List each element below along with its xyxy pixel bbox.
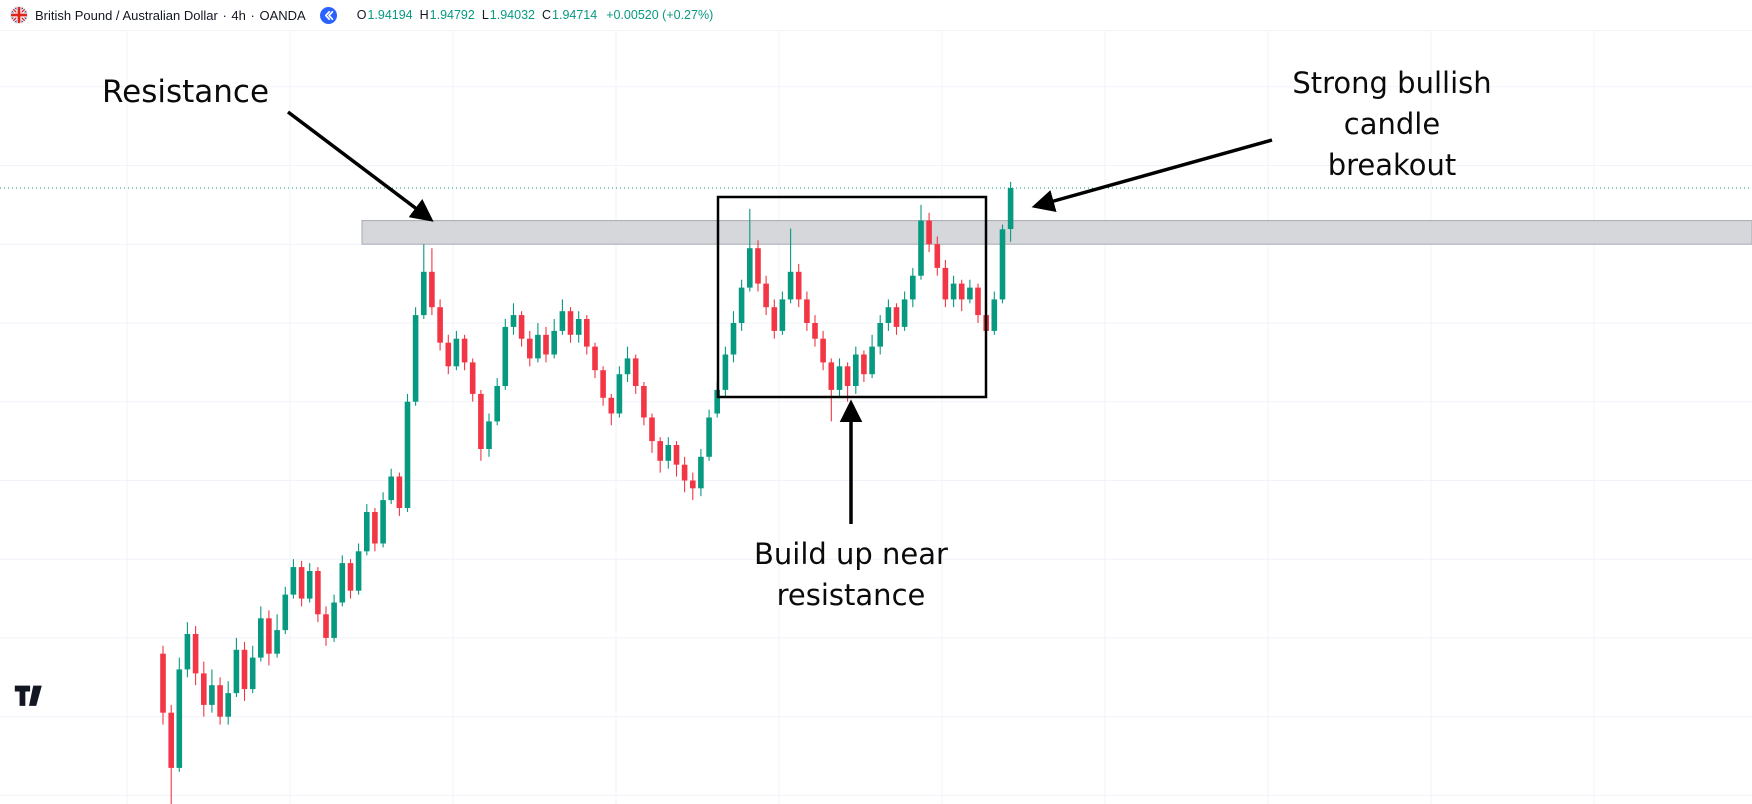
symbol-flag-icon [10,6,28,24]
breakout-arrow [1031,138,1273,213]
close-label: C [541,8,552,22]
close-value: 1.94714 [552,8,598,22]
chart-header: British Pound / Australian Dollar · 4h ·… [0,0,1752,31]
symbol-title: British Pound / Australian Dollar · 4h ·… [35,7,306,23]
resistance-annotation-label[interactable]: Resistance [102,74,270,110]
candles-layer [160,181,1014,804]
resistance-arrow [286,110,434,222]
resistance-zone-band[interactable] [361,220,1752,245]
low-value: 1.94032 [489,8,535,22]
high-value: 1.94792 [429,8,475,22]
high-label: H [419,8,429,22]
breakout-annotation-label[interactable]: Strong bullish candle breakout [1292,66,1492,182]
tradingview-logo[interactable] [13,683,49,713]
open-value: 1.94194 [367,8,413,22]
change-value: +0.00520 (+0.27%) [606,8,714,22]
ohlc-row: O 1.94194 H 1.94792 L 1.94032 C 1.94714 +0.0… [357,8,714,22]
separator-dot: · [250,7,255,23]
interval-label: 4h [231,7,246,23]
separator-dot: · [222,7,227,23]
buildup-annotation-label[interactable]: Build up near resistance [754,537,948,612]
exchange-logo-icon [319,6,337,24]
symbol-button[interactable]: British Pound / Australian Dollar · 4h ·… [10,6,306,24]
exchange-label: OANDA [259,7,306,23]
annotation-arrows[interactable] [286,110,1273,524]
open-label: O [356,8,367,22]
low-label: L [481,8,489,22]
consolidation-box[interactable] [716,195,988,399]
